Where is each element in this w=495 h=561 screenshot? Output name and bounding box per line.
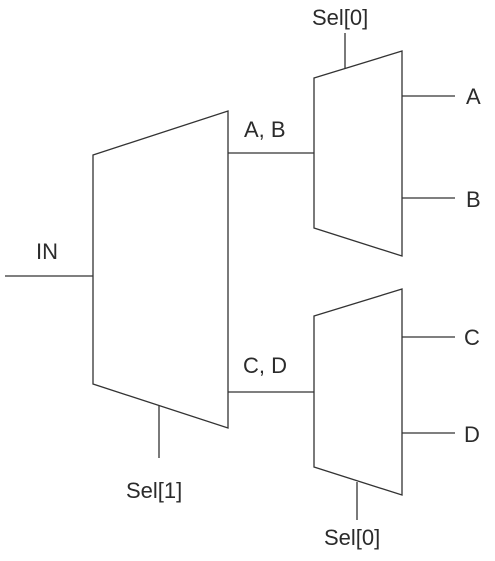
lower-demux [313,288,403,496]
sel1-label: Sel[1] [126,478,182,503]
bus-ab-label: A, B [244,117,286,142]
main-demux [92,110,229,429]
upper-sel-label: Sel[0] [312,5,368,30]
bus-cd-label: C, D [243,353,287,378]
upper-demux [313,50,403,257]
output-a-label: A [466,84,481,109]
lower-sel-label: Sel[0] [324,525,380,550]
input-label: IN [36,239,58,264]
output-c-label: C [464,325,480,350]
output-b-label: B [466,187,481,212]
output-d-label: D [464,422,480,447]
